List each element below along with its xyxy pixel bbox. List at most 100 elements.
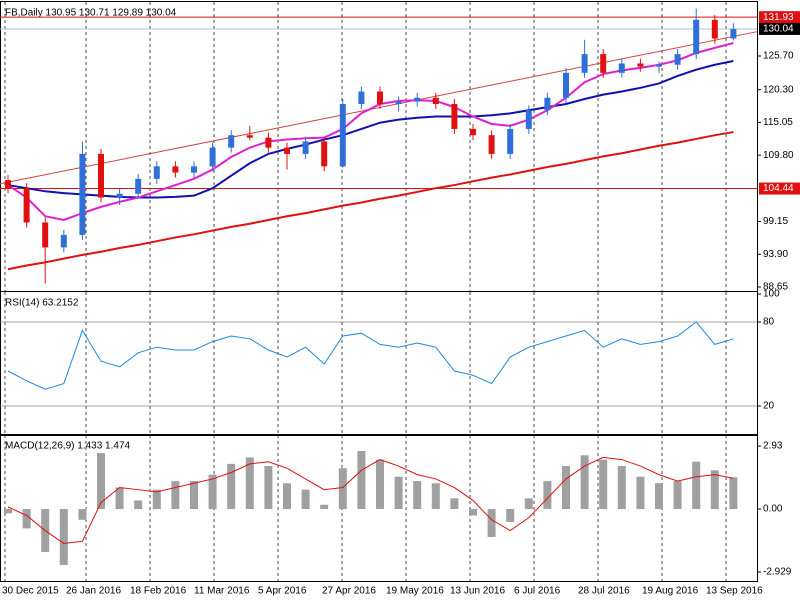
candle-body bbox=[693, 19, 700, 55]
macd-bar bbox=[413, 481, 422, 510]
macd-bar bbox=[580, 455, 589, 510]
candle-body bbox=[228, 135, 235, 148]
macd-bar bbox=[450, 498, 459, 510]
macd-bar bbox=[208, 474, 217, 510]
y-tick-label: 109.80 bbox=[763, 150, 794, 161]
trend-line bbox=[0, 31, 758, 185]
candle-body bbox=[432, 97, 439, 105]
y-tick-label: 120.30 bbox=[763, 84, 794, 95]
macd-bar bbox=[487, 509, 496, 537]
macd-bar bbox=[673, 481, 682, 510]
macd-bar bbox=[431, 483, 440, 510]
candle-body bbox=[191, 166, 197, 173]
candle-body bbox=[674, 54, 681, 65]
candle-body bbox=[358, 91, 365, 105]
candle-body bbox=[42, 222, 49, 248]
macd-bar bbox=[543, 481, 552, 510]
candle-body bbox=[265, 137, 272, 148]
macd-bar bbox=[320, 504, 329, 510]
y-tick-label: 80 bbox=[763, 317, 775, 328]
level-label: 131.93 bbox=[763, 12, 794, 23]
macd-bar bbox=[376, 459, 384, 510]
candle-body bbox=[451, 104, 458, 129]
candle-body bbox=[525, 110, 532, 129]
candle-body bbox=[135, 178, 142, 194]
y-tick-label: 100 bbox=[763, 289, 780, 300]
x-tick-label: 13 Jun 2016 bbox=[450, 586, 505, 597]
moving-average bbox=[7, 60, 734, 199]
x-tick-label: 11 Mar 2016 bbox=[194, 586, 250, 597]
candle-body bbox=[730, 28, 737, 39]
x-tick-label: 26 Jan 2016 bbox=[66, 586, 121, 597]
y-tick-label: -2.929 bbox=[763, 567, 792, 578]
candle-body bbox=[246, 135, 253, 138]
macd-bar bbox=[264, 466, 273, 510]
candle-body bbox=[711, 19, 718, 39]
level-box bbox=[759, 11, 800, 24]
macd-bar bbox=[283, 483, 291, 510]
candle-body bbox=[339, 104, 346, 167]
candle-body bbox=[153, 166, 160, 179]
candle-body bbox=[470, 128, 476, 136]
y-tick-label: 0.00 bbox=[763, 504, 783, 515]
macd-bar bbox=[617, 466, 626, 510]
macd-bar bbox=[115, 487, 124, 510]
macd-bar bbox=[171, 481, 180, 510]
macd-bar bbox=[338, 468, 347, 510]
macd-bar bbox=[469, 509, 477, 516]
candle-body bbox=[98, 153, 104, 198]
candle-body bbox=[284, 147, 290, 154]
moving-average bbox=[7, 41, 734, 222]
moving-average bbox=[7, 131, 734, 271]
macd-bar bbox=[245, 457, 254, 510]
y-tick-label: 88.65 bbox=[763, 282, 788, 293]
level-label: 104.44 bbox=[763, 183, 794, 194]
x-tick-label: 30 Dec 2015 bbox=[2, 586, 59, 597]
signal-line bbox=[7, 456, 734, 544]
macd-bar bbox=[4, 509, 12, 514]
candle-body bbox=[5, 180, 11, 189]
macd-bar bbox=[655, 483, 663, 510]
candle-body bbox=[600, 54, 607, 73]
macd-bar bbox=[301, 489, 310, 510]
panel-frame bbox=[0, 434, 758, 582]
macd-bar bbox=[506, 509, 515, 522]
x-tick-label: 28 Jul 2016 bbox=[578, 586, 630, 597]
macd-bar bbox=[152, 489, 161, 510]
candle-body bbox=[116, 193, 123, 198]
level-box bbox=[759, 22, 800, 35]
panel-frame bbox=[0, 1, 758, 292]
x-tick-label: 13 Sep 2016 bbox=[706, 586, 763, 597]
macd-bar bbox=[59, 509, 68, 565]
macd-bar bbox=[562, 466, 570, 510]
candle-body bbox=[60, 234, 67, 248]
macd-bar bbox=[394, 476, 403, 510]
macd-bar bbox=[190, 481, 198, 510]
macd-bar bbox=[692, 461, 701, 510]
candle-body bbox=[321, 141, 328, 167]
candle-body bbox=[395, 101, 402, 105]
y-tick-label: 20 bbox=[763, 401, 775, 412]
x-tick-label: 27 Apr 2016 bbox=[322, 586, 376, 597]
candle-body bbox=[581, 54, 588, 73]
candle-body bbox=[172, 166, 179, 173]
candle-body bbox=[209, 147, 216, 167]
panel-title: RSI(14) 63.2152 bbox=[5, 298, 79, 309]
y-tick-label: 93.90 bbox=[763, 249, 788, 260]
macd-bar bbox=[227, 463, 236, 510]
macd-bar bbox=[636, 476, 645, 510]
macd-bar bbox=[710, 470, 719, 510]
macd-bar bbox=[729, 477, 738, 510]
candle-body bbox=[563, 72, 569, 98]
candle-body bbox=[637, 63, 644, 67]
macd-bar bbox=[357, 450, 366, 510]
candle-body bbox=[302, 141, 309, 154]
macd-bar bbox=[78, 509, 87, 520]
y-tick-label: 115.05 bbox=[763, 117, 793, 128]
x-tick-label: 18 Feb 2016 bbox=[130, 586, 187, 597]
x-tick-label: 19 Aug 2016 bbox=[642, 586, 699, 597]
candle-body bbox=[618, 63, 625, 73]
candle-body bbox=[507, 128, 514, 154]
